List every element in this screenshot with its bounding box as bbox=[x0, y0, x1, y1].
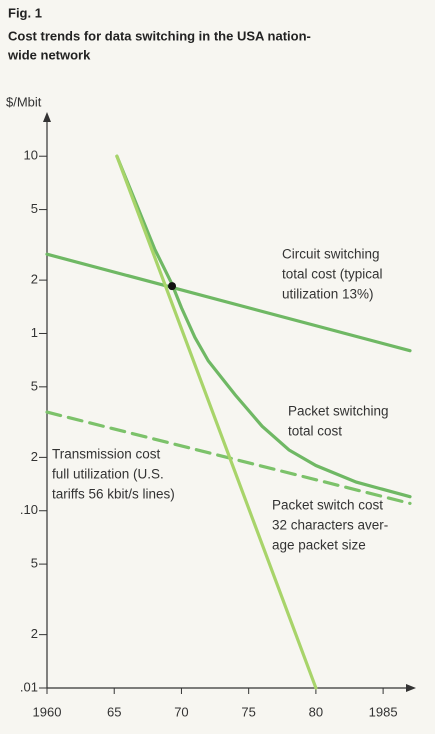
x-tick-label: 1985 bbox=[369, 704, 398, 719]
y-axis-label: $/Mbit bbox=[6, 94, 42, 109]
y-tick-label: 5 bbox=[31, 378, 38, 393]
x-tick-label: 70 bbox=[174, 704, 188, 719]
y-tick-label: .01 bbox=[20, 679, 38, 694]
series-label: Packet switching bbox=[288, 404, 389, 419]
series-label: total cost bbox=[288, 424, 342, 439]
y-tick-label: 2 bbox=[31, 272, 38, 287]
series-label: full utilization (U.S. bbox=[52, 467, 164, 482]
y-tick-label: 5 bbox=[31, 201, 38, 216]
x-tick-label: 80 bbox=[309, 704, 323, 719]
series-line bbox=[115, 154, 318, 690]
x-tick-label: 75 bbox=[241, 704, 255, 719]
chart-title: wide network bbox=[7, 47, 91, 62]
series-label: Circuit switching bbox=[282, 247, 380, 262]
figure-label: Fig. 1 bbox=[8, 5, 42, 20]
series-label: age packet size bbox=[272, 538, 366, 553]
chart-title: Cost trends for data switching in the US… bbox=[8, 28, 311, 43]
y-tick-label: 1 bbox=[31, 325, 38, 340]
series-label: utilization 13%) bbox=[282, 287, 374, 302]
series-label: tariffs 56 kbit/s lines) bbox=[52, 487, 175, 502]
series-label: Transmission cost bbox=[52, 447, 161, 462]
y-tick-label: 5 bbox=[31, 556, 38, 571]
series-label: total cost (typical bbox=[282, 267, 383, 282]
y-tick-label: 2 bbox=[31, 626, 38, 641]
y-arrow bbox=[43, 112, 51, 122]
intersection-marker bbox=[168, 282, 177, 291]
y-tick-label: 10 bbox=[24, 148, 38, 163]
x-tick-label: 1960 bbox=[33, 704, 62, 719]
series-line bbox=[115, 154, 412, 499]
x-tick-label: 65 bbox=[107, 704, 121, 719]
y-tick-label: 2 bbox=[31, 449, 38, 464]
x-arrow bbox=[406, 684, 416, 692]
series-label: Packet switch cost bbox=[272, 498, 383, 513]
series-line bbox=[45, 252, 412, 353]
y-tick-label: .10 bbox=[20, 502, 38, 517]
series-label: 32 characters aver- bbox=[272, 518, 388, 533]
